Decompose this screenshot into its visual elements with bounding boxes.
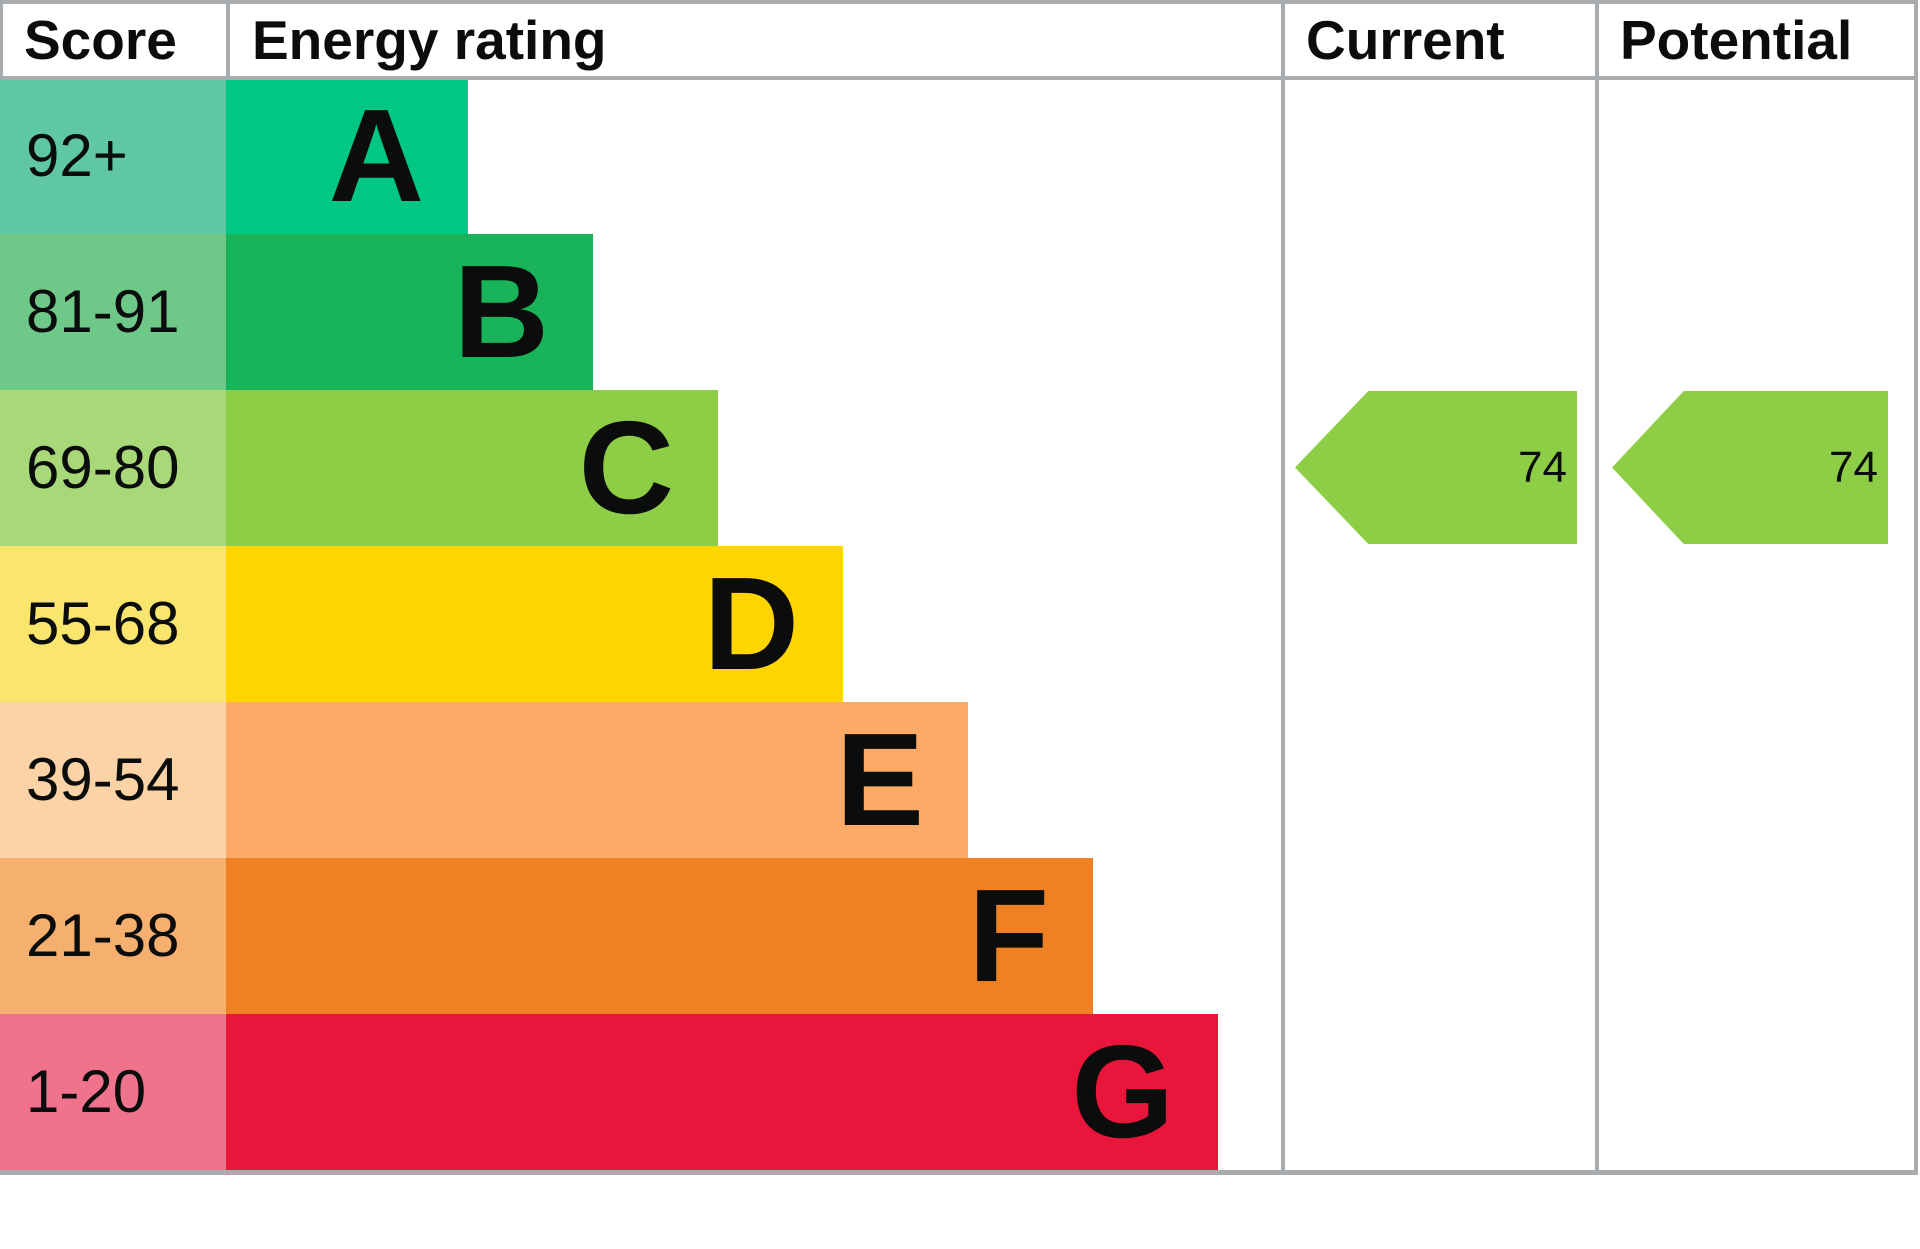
score-range-a: 92+: [0, 78, 226, 234]
score-column-divider: [226, 0, 230, 80]
band-bar-f: F: [226, 858, 1093, 1014]
current-column-divider: [1281, 0, 1285, 1175]
band-bar-c: C: [226, 390, 718, 546]
potential-column-header: Potential: [1620, 9, 1853, 71]
band-bar-a: A: [226, 78, 468, 234]
band-letter-d: D: [703, 550, 799, 697]
potential-column-divider: [1595, 0, 1599, 1175]
score-range-c: 69-80: [0, 390, 226, 546]
energy-rating-column-header: Energy rating: [252, 9, 607, 71]
band-bar-e: E: [226, 702, 968, 858]
score-range-f: 21-38: [0, 858, 226, 1014]
current-column-header: Current: [1306, 9, 1505, 71]
score-column-header: Score: [24, 9, 177, 71]
header-bottom-border: [0, 76, 1918, 80]
table-top-border: [0, 0, 1918, 4]
potential-rating-arrow: 74: [1612, 391, 1888, 544]
band-letter-e: E: [835, 706, 924, 853]
score-range-g: 1-20: [0, 1014, 226, 1170]
band-letter-a: A: [328, 82, 424, 229]
band-letter-b: B: [453, 238, 549, 385]
score-range-e: 39-54: [0, 702, 226, 858]
band-letter-c: C: [578, 394, 674, 541]
current-rating-value: 74: [1518, 443, 1567, 492]
table-right-border: [1914, 0, 1918, 1175]
current-rating-arrow: 74: [1295, 391, 1577, 544]
band-letter-f: F: [968, 862, 1049, 1009]
table-bottom-border: [0, 1170, 1918, 1175]
band-letter-g: G: [1071, 1018, 1174, 1165]
band-bar-d: D: [226, 546, 843, 702]
header-left-border: [0, 0, 3, 80]
potential-rating-value: 74: [1829, 443, 1878, 492]
band-bar-b: B: [226, 234, 593, 390]
score-range-b: 81-91: [0, 234, 226, 390]
score-range-d: 55-68: [0, 546, 226, 702]
band-bar-g: G: [226, 1014, 1218, 1170]
